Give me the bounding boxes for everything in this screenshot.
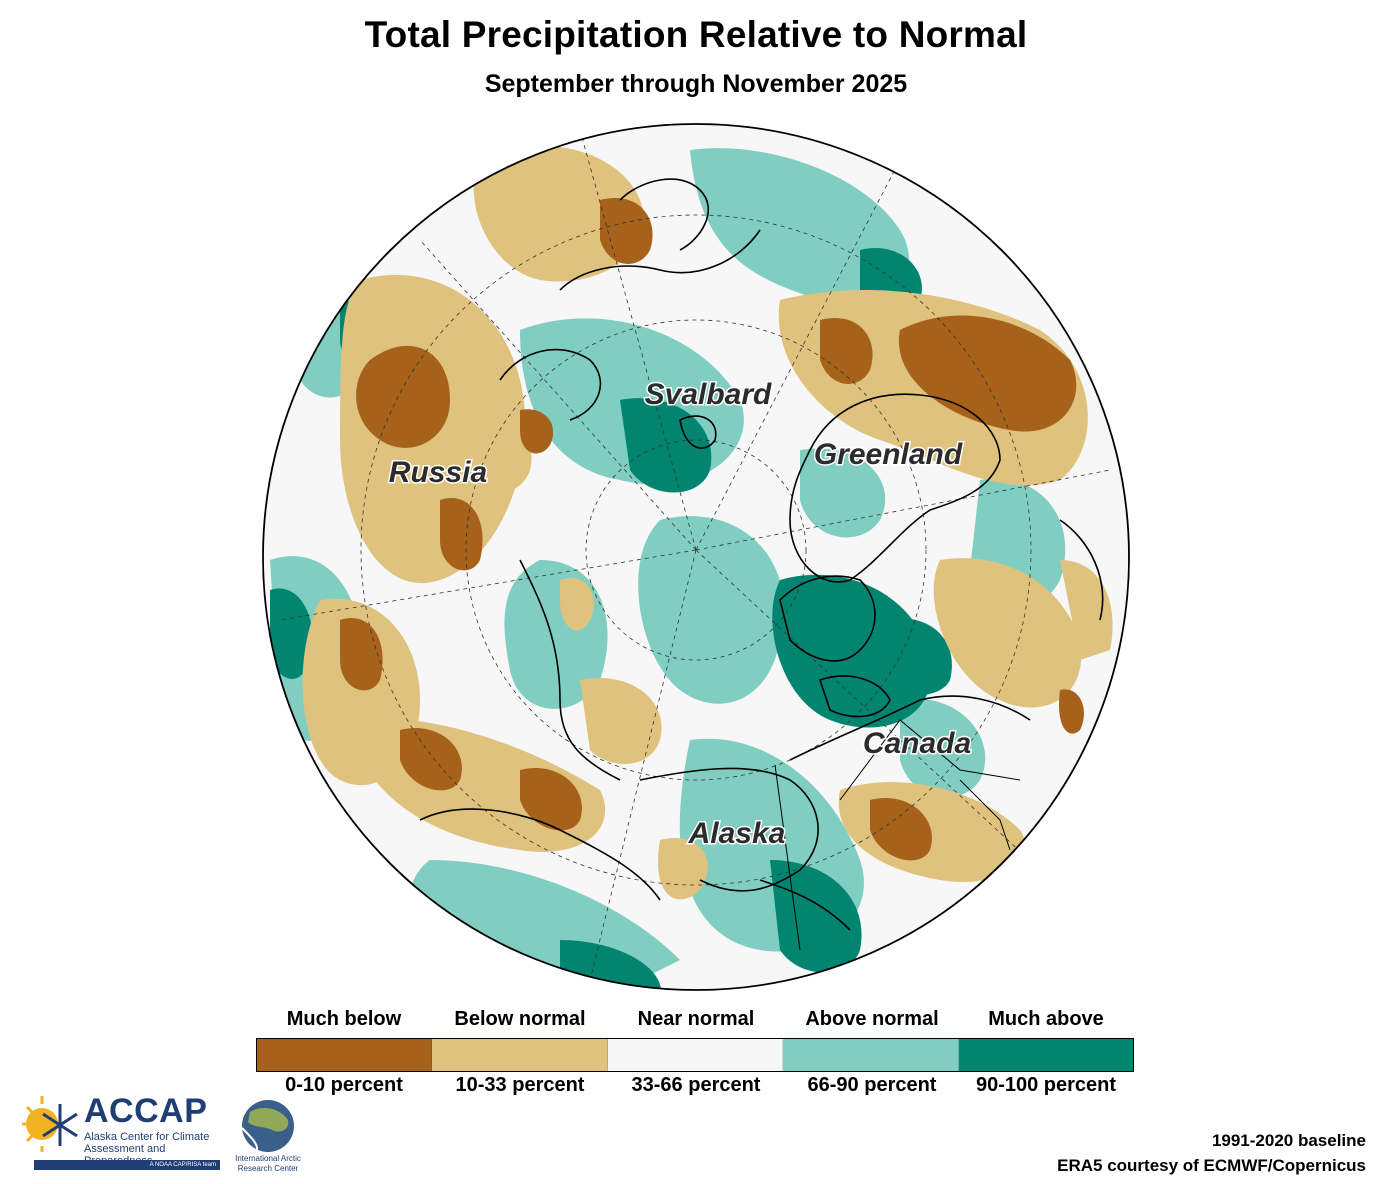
map-title: Total Precipitation Relative to Normal xyxy=(364,14,1028,55)
source-note: ERA5 courtesy of ECMWF/Copernicus xyxy=(1057,1156,1366,1175)
much-below-areas xyxy=(340,198,1084,861)
map-subtitle: September through November 2025 xyxy=(484,70,908,98)
credits: 1991-2020 baseline ERA5 courtesy of ECMW… xyxy=(1057,1128,1366,1178)
label-svalbard: Svalbard xyxy=(645,378,772,411)
legend-range-much-below: 0-10 percent xyxy=(285,1074,403,1096)
label-russia: Russia xyxy=(389,456,487,489)
legend-range-above-normal: 66-90 percent xyxy=(807,1074,937,1096)
accap-name: ACCAP xyxy=(84,1092,208,1130)
graticule xyxy=(279,129,1111,981)
legend-range-much-above: 90-100 percent xyxy=(975,1074,1117,1096)
coastlines xyxy=(419,178,1104,931)
legend-range-near-normal: 33-66 percent xyxy=(631,1074,761,1096)
legend-swatch-above-normal xyxy=(783,1039,959,1071)
legend-swatch-below-normal xyxy=(432,1039,608,1071)
precipitation-field xyxy=(263,124,1129,990)
legend-swatch-near-normal xyxy=(607,1039,784,1071)
baseline-note: 1991-2020 baseline xyxy=(1211,1131,1366,1150)
globe-icon xyxy=(241,1100,294,1153)
legend-label-near-normal: Near normal xyxy=(637,1008,755,1030)
accap-tagline: A NOAA CAP/RISA team xyxy=(34,1160,220,1170)
label-canada: Canada xyxy=(863,727,971,760)
legend-range-below-normal: 10-33 percent xyxy=(455,1074,585,1096)
iarc-name: International Arctic Research Center xyxy=(235,1154,301,1173)
legend-swatch-much-below xyxy=(257,1039,433,1071)
label-alaska: Alaska xyxy=(688,817,786,850)
legend-label-below-normal: Below normal xyxy=(454,1008,586,1030)
legend-label-above-normal: Above normal xyxy=(805,1008,939,1030)
legend-colorbar xyxy=(256,1038,1134,1072)
legend-label-much-above: Much above xyxy=(988,1008,1104,1030)
map-border xyxy=(262,123,1130,991)
iarc-logo: International Arctic Research Center xyxy=(228,1098,308,1178)
legend-label-much-below: Much below xyxy=(286,1008,402,1030)
political-boundaries xyxy=(774,719,1021,951)
label-greenland: Greenland xyxy=(814,438,963,471)
accap-logo: ACCAP Alaska Center for Climate Assessme… xyxy=(16,1090,221,1174)
sun-snowflake-icon xyxy=(22,1096,78,1152)
legend-swatch-much-above xyxy=(958,1039,1134,1071)
